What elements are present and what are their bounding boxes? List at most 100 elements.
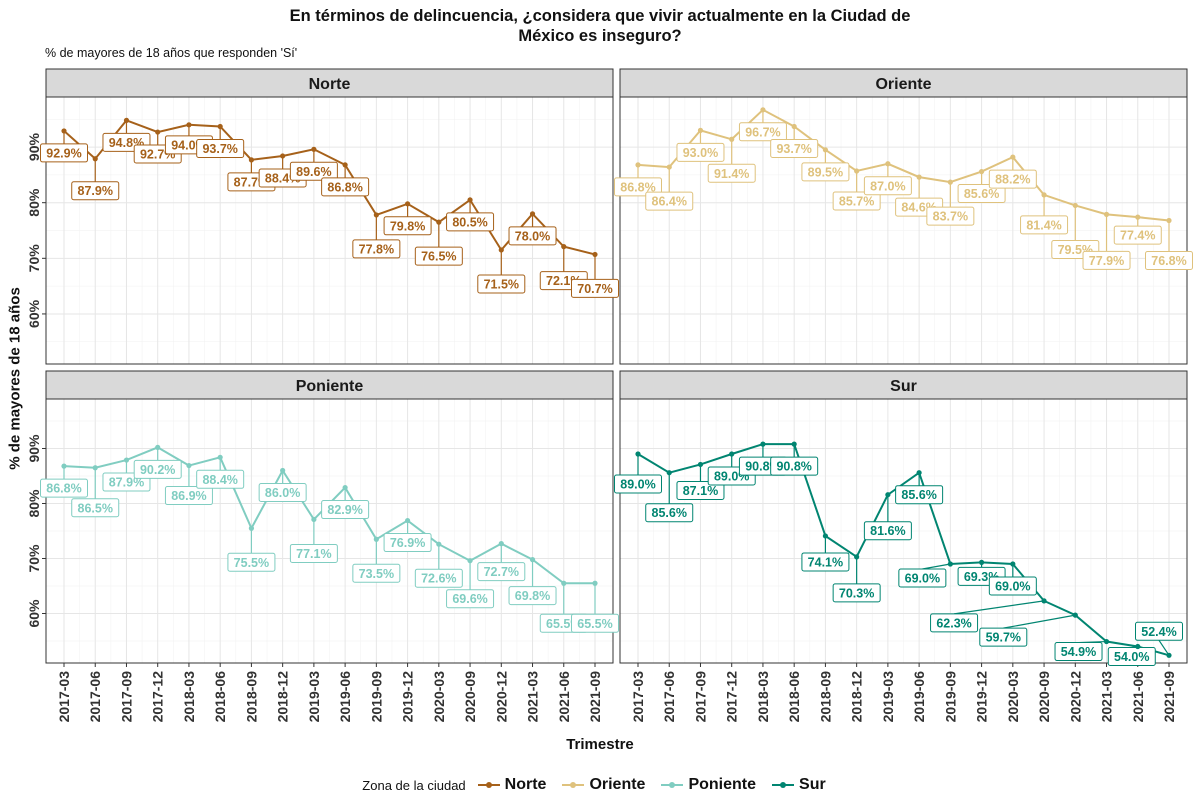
data-label-box — [895, 485, 944, 505]
data-label-box — [196, 138, 245, 158]
data-point-sur — [885, 492, 891, 498]
data-point-oriente — [854, 168, 860, 174]
legend-label-norte: Norte — [504, 776, 547, 793]
panel-border-sur — [619, 398, 1188, 664]
data-label: 92.9% — [46, 146, 81, 160]
data-label: 76.8% — [1151, 254, 1186, 268]
data-label: 93.7% — [202, 142, 237, 156]
data-point-sur — [1041, 598, 1047, 604]
data-label-box — [988, 169, 1037, 189]
data-label-box — [446, 589, 495, 609]
data-label-box — [738, 122, 787, 142]
data-point-oriente — [885, 161, 891, 167]
data-label-box — [383, 216, 432, 236]
data-point-poniente — [155, 444, 161, 450]
data-label: 86.0% — [265, 486, 300, 500]
data-label: 93.0% — [683, 146, 718, 160]
data-point-poniente — [529, 557, 536, 563]
facet-title-poniente: Poniente — [296, 378, 364, 395]
data-label-box — [196, 469, 245, 489]
data-label-box — [383, 533, 432, 553]
data-label: 71.5% — [484, 277, 519, 291]
x-tick-label: 2018-03 — [181, 671, 197, 723]
data-point-poniente — [342, 484, 348, 491]
facet-title-oriente: Oriente — [875, 76, 931, 93]
data-label-box — [508, 586, 557, 606]
data-point-poniente — [404, 517, 411, 524]
data-label-box — [164, 486, 213, 506]
data-point-poniente — [467, 558, 473, 564]
data-point-sur — [947, 561, 953, 567]
x-tick-label: 2021-09 — [587, 671, 603, 723]
label-connector — [1003, 614, 1076, 629]
data-label-box — [289, 543, 338, 563]
data-point-oriente — [729, 136, 735, 142]
data-point-oriente — [1041, 192, 1047, 198]
data-point-norte — [498, 247, 504, 253]
data-label-box — [801, 552, 850, 572]
x-tick-label: 2019-09 — [368, 671, 384, 723]
data-point-poniente — [92, 465, 98, 471]
legend-key-norte — [477, 780, 500, 790]
x-tick-label: 2021-06 — [556, 671, 572, 723]
data-label-box — [1020, 215, 1069, 235]
data-point-norte — [561, 244, 567, 250]
data-label-box — [321, 177, 370, 197]
x-tick-label: 2020-03 — [431, 671, 447, 723]
data-point-norte — [61, 128, 67, 134]
data-point-poniente — [217, 454, 223, 460]
data-label-box — [571, 278, 619, 298]
data-label-box — [477, 562, 526, 582]
chart-title-line-2: México es inseguro? — [518, 27, 682, 45]
legend-label-poniente: Poniente — [688, 776, 757, 793]
data-label-box — [676, 142, 725, 162]
data-label: 59.7% — [986, 631, 1021, 645]
x-tick-label: 2019-06 — [911, 671, 927, 723]
facet-title-norte: Norte — [309, 76, 351, 93]
data-label: 87.0% — [870, 179, 905, 193]
data-point-oriente — [1103, 211, 1110, 217]
facet-title-sur: Sur — [890, 378, 917, 395]
data-point-sur — [1010, 561, 1016, 567]
data-point-poniente — [186, 462, 192, 469]
x-tick-label: 2021-03 — [1099, 671, 1115, 723]
facet-strip-poniente — [45, 370, 614, 400]
data-point-norte — [248, 157, 255, 163]
data-label: 86.8% — [46, 482, 81, 496]
x-tick-label: 2017-09 — [692, 671, 708, 723]
data-point-oriente — [1135, 214, 1141, 220]
data-label: 82.9% — [327, 503, 362, 517]
y-tick-label: 80% — [26, 489, 42, 518]
x-tick-label: 2017-06 — [87, 671, 103, 723]
data-label-box — [770, 138, 819, 158]
data-label-box — [1113, 225, 1162, 245]
data-label: 89.5% — [808, 165, 843, 179]
data-label: 86.4% — [652, 195, 687, 209]
data-label: 77.8% — [359, 242, 394, 256]
data-label: 54.0% — [1114, 650, 1149, 664]
data-point-oriente — [822, 147, 829, 153]
x-tick-label: 2019-12 — [400, 671, 416, 723]
x-tick-label: 2017-03 — [630, 671, 646, 723]
data-label: 52.4% — [1141, 625, 1176, 639]
data-label: 75.5% — [234, 556, 269, 570]
y-tick-label: 70% — [26, 244, 42, 273]
data-point-oriente — [635, 162, 641, 168]
data-point-sur — [1103, 638, 1110, 645]
data-label: 90.2% — [140, 463, 175, 477]
data-label: 93.7% — [776, 142, 811, 156]
data-point-poniente — [436, 541, 442, 547]
y-tick-label: 90% — [26, 434, 42, 463]
x-tick-label: 2020-12 — [1067, 671, 1083, 723]
data-label-box — [414, 246, 463, 266]
data-point-poniente — [61, 463, 67, 469]
data-label-box — [1135, 621, 1183, 641]
legend-key-poniente — [661, 780, 684, 790]
data-point-sur — [822, 533, 829, 539]
data-label-box — [227, 552, 276, 572]
x-tick-label: 2019-03 — [880, 671, 896, 723]
data-label: 85.6% — [964, 187, 999, 201]
data-point-norte — [373, 212, 379, 218]
data-point-poniente — [373, 536, 379, 542]
chart-subtitle: % de mayores de 18 años que responden 'S… — [45, 46, 298, 60]
